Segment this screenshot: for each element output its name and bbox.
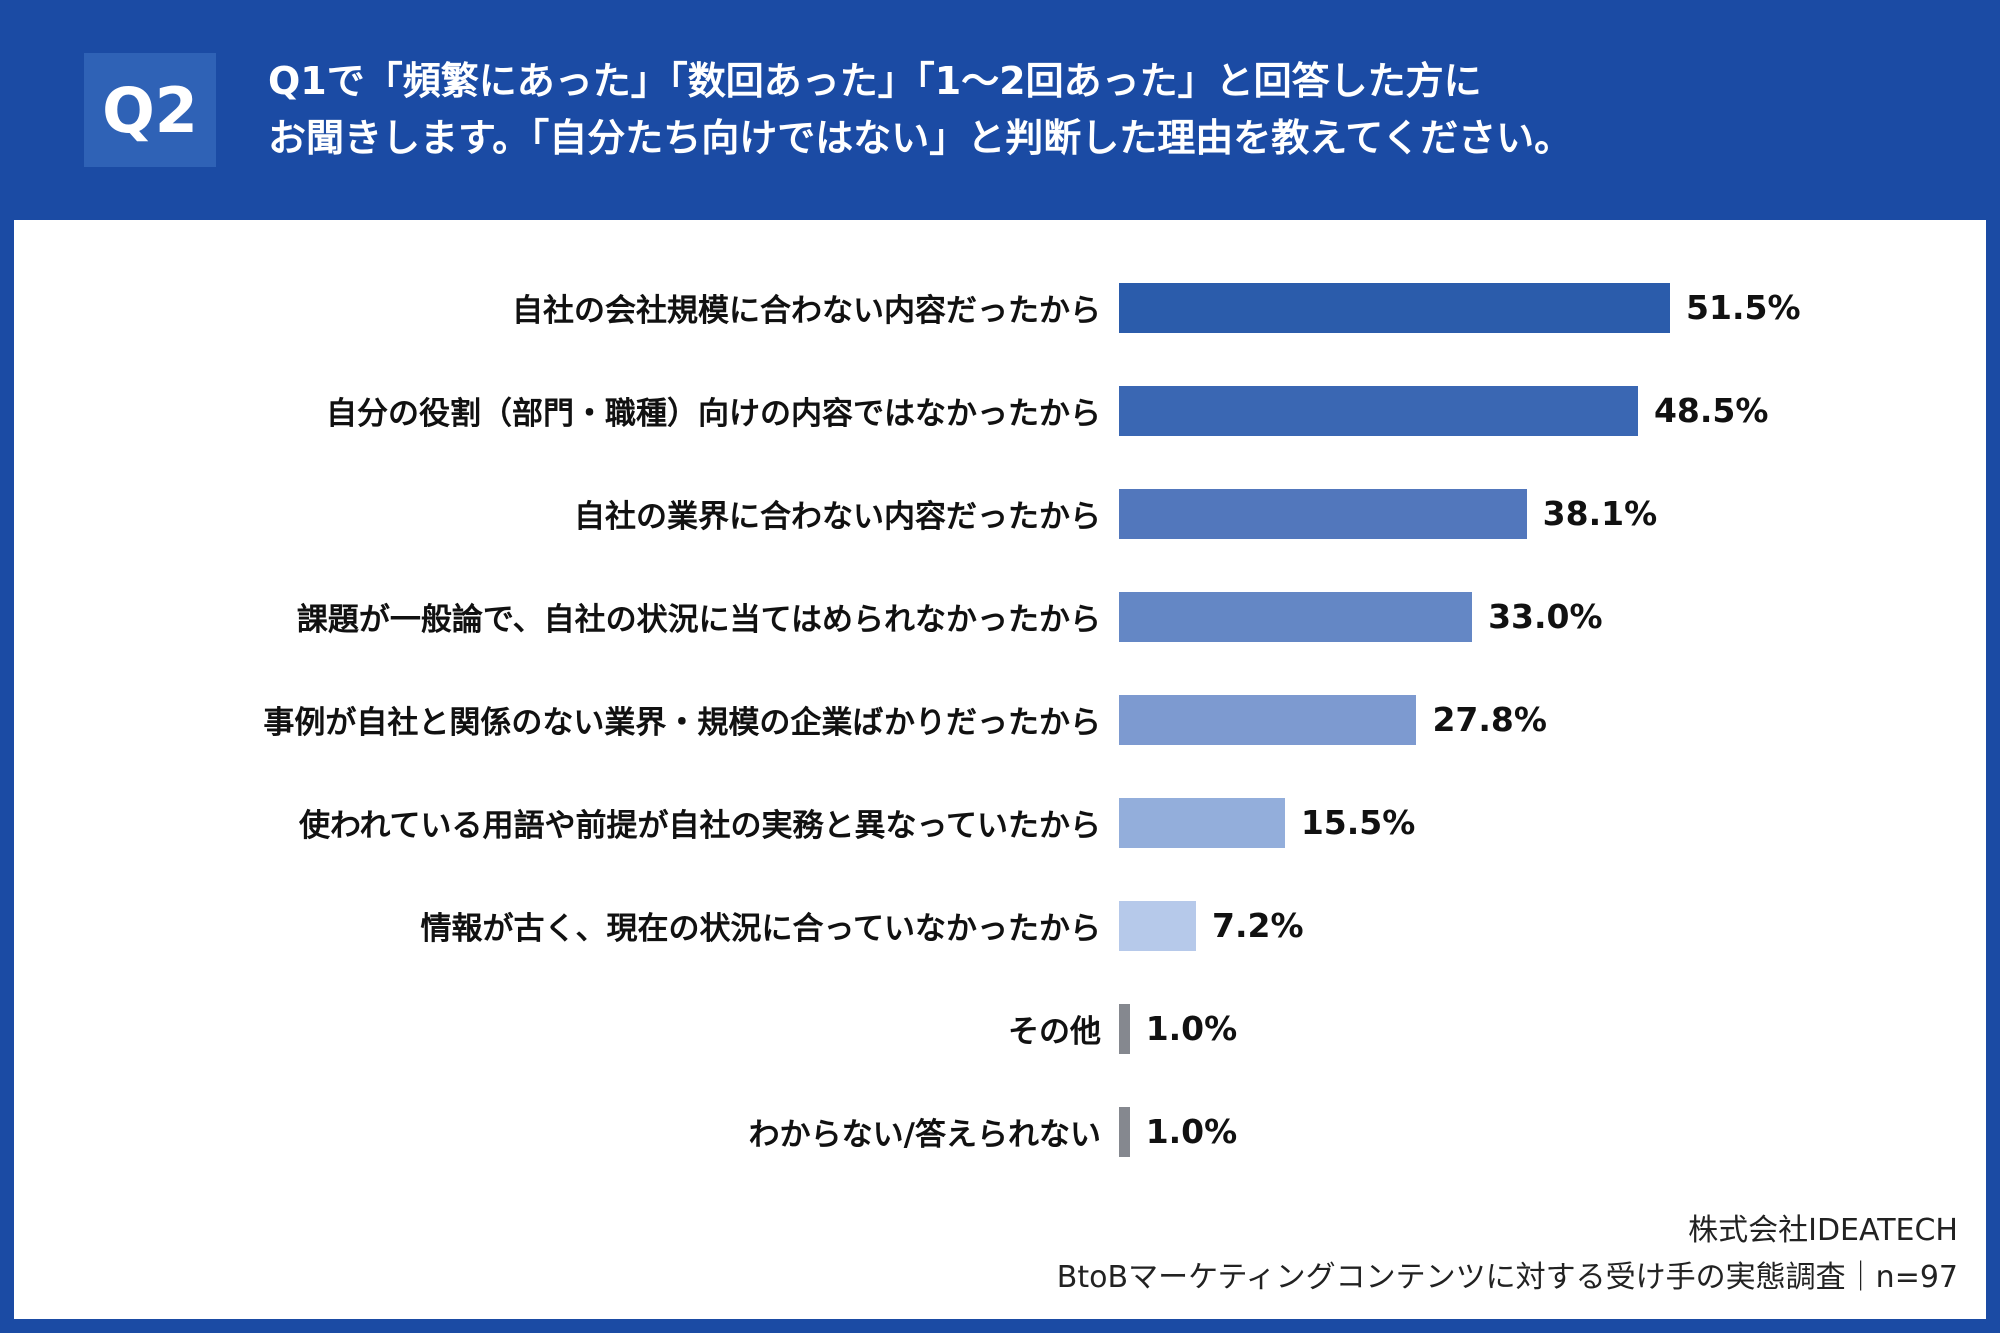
bar <box>1119 694 1417 745</box>
bar-chart: 自社の会社規模に合わない内容だったから 51.5% 自分の役割（部門・職種）向け… <box>14 256 1986 1183</box>
bar-category-label: その他 <box>1008 1014 1101 1050</box>
bar <box>1119 797 1285 848</box>
bar <box>1119 1106 1130 1157</box>
bar-category-label: 自分の役割（部門・職種）向けの内容ではなかったから <box>326 396 1101 432</box>
bar-area: 15.5% <box>1119 797 1986 848</box>
bar-area: 1.0% <box>1119 1003 1986 1054</box>
question-number-badge: Q2 <box>84 53 216 167</box>
bar-area: 1.0% <box>1119 1106 1986 1157</box>
bar-row: 自社の業界に合わない内容だったから 38.1% <box>14 462 1986 565</box>
bar-value-label: 15.5% <box>1300 803 1416 842</box>
bar <box>1119 385 1638 436</box>
bar-category-label: 自社の会社規模に合わない内容だったから <box>512 293 1101 329</box>
bar-category-label: 事例が自社と関係のない業界・規模の企業ばかりだったから <box>263 705 1101 741</box>
bar-value-label: 33.0% <box>1488 597 1603 636</box>
bar-value-label: 27.8% <box>1432 700 1547 739</box>
bar-row: 自分の役割（部門・職種）向けの内容ではなかったから 48.5% <box>14 359 1986 462</box>
bar-value-label: 1.0% <box>1145 1009 1238 1048</box>
bar <box>1119 1003 1130 1054</box>
chart-panel: 自社の会社規模に合わない内容だったから 51.5% 自分の役割（部門・職種）向け… <box>14 220 1986 1319</box>
bar-category-label: 自社の業界に合わない内容だったから <box>574 499 1101 535</box>
footer-survey: BtoBマーケティングコンテンツに対する受け手の実態調査｜n=97 <box>1056 1259 1958 1295</box>
bar-value-label: 38.1% <box>1542 494 1658 533</box>
bar-row: 使われている用語や前提が自社の実務と異なっていたから 15.5% <box>14 771 1986 874</box>
bar-row: 事例が自社と関係のない業界・規模の企業ばかりだったから 27.8% <box>14 668 1986 771</box>
bar-category-label: 使われている用語や前提が自社の実務と異なっていたから <box>299 808 1101 844</box>
bar-row: その他 1.0% <box>14 977 1986 1080</box>
bar <box>1119 591 1473 642</box>
question-title-line1: Q1で「頻繁にあった」「数回あった」「1〜2回あった」と回答した方に <box>268 59 1482 103</box>
bar-row: 課題が一般論で、自社の状況に当てはめられなかったから 33.0% <box>14 565 1986 668</box>
question-title: Q1で「頻繁にあった」「数回あった」「1〜2回あった」と回答した方に お聞きしま… <box>268 53 1572 167</box>
bar-row: 自社の会社規模に合わない内容だったから 51.5% <box>14 256 1986 359</box>
bar-area: 48.5% <box>1119 385 1986 436</box>
bar-area: 51.5% <box>1119 282 1986 333</box>
bar-category-label: 課題が一般論で、自社の状況に当てはめられなかったから <box>296 602 1101 638</box>
bar <box>1119 900 1197 951</box>
bar <box>1119 488 1527 539</box>
bar-value-label: 7.2% <box>1212 906 1304 945</box>
bar-value-label: 1.0% <box>1145 1112 1238 1151</box>
header: Q2 Q1で「頻繁にあった」「数回あった」「1〜2回あった」と回答した方に お聞… <box>0 0 2000 220</box>
bar <box>1119 282 1671 333</box>
question-title-line2: お聞きします。「自分たち向けではない」と判断した理由を教えてください。 <box>268 116 1573 160</box>
bar-category-label: 情報が古く、現在の状況に合っていなかったから <box>420 911 1101 947</box>
bar-category-label: わからない/答えられない <box>748 1117 1101 1153</box>
bar-area: 38.1% <box>1119 488 1986 539</box>
bar-row: 情報が古く、現在の状況に合っていなかったから 7.2% <box>14 874 1986 977</box>
bar-area: 33.0% <box>1119 591 1986 642</box>
bar-row: わからない/答えられない 1.0% <box>14 1080 1986 1183</box>
bar-value-label: 51.5% <box>1686 288 1801 327</box>
bar-value-label: 48.5% <box>1653 391 1769 430</box>
footer-company: 株式会社IDEATECH <box>1688 1213 1958 1248</box>
bar-area: 7.2% <box>1119 900 1986 951</box>
footer-source: 株式会社IDEATECH BtoBマーケティングコンテンツに対する受け手の実態調… <box>1057 1208 1958 1301</box>
bar-area: 27.8% <box>1119 694 1986 745</box>
